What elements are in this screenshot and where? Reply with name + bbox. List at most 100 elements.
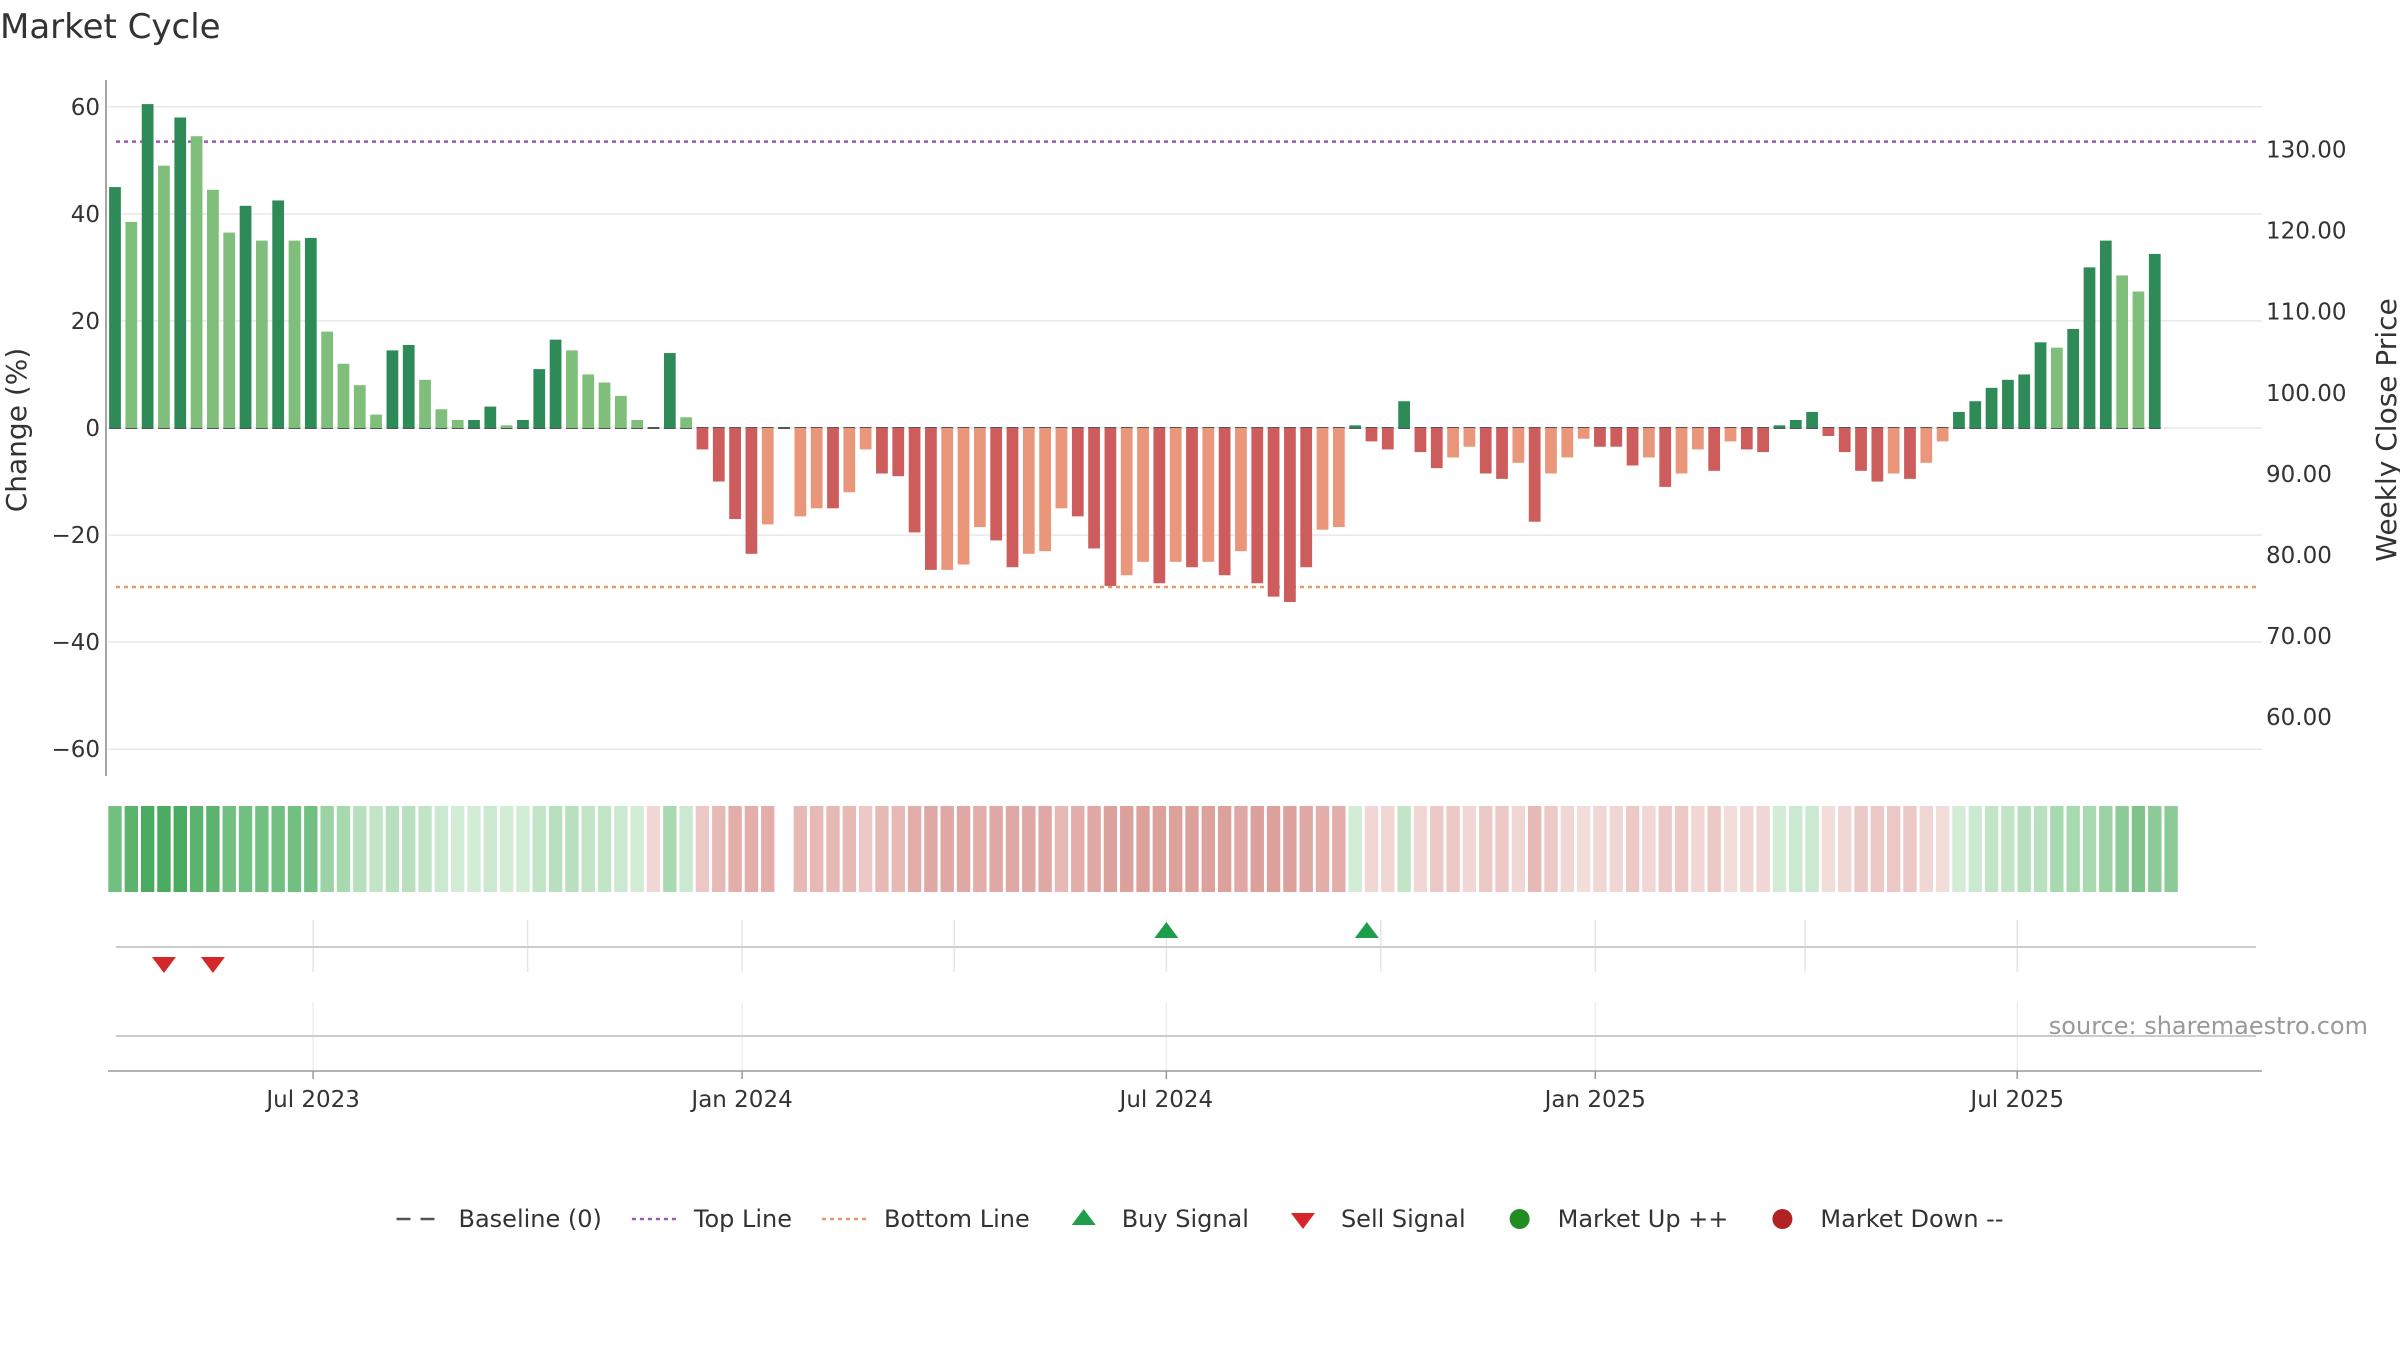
heat-cell <box>1707 806 1721 892</box>
heat-cell <box>875 806 889 892</box>
change-bar <box>500 425 513 428</box>
heat-cell <box>1495 806 1509 892</box>
heat-cell <box>1103 806 1118 892</box>
change-bar <box>1120 428 1133 576</box>
heat-cell <box>2017 806 2031 892</box>
change-bar <box>1626 428 1639 466</box>
change-bar <box>1643 428 1655 458</box>
x-tick-label: Jan 2025 <box>1543 1087 1646 1113</box>
buy-signal-marker <box>1354 922 1379 938</box>
heat-cell <box>940 806 954 892</box>
heat-cell <box>499 806 514 892</box>
x-tick-label: Jan 2024 <box>689 1087 792 1113</box>
change-bar <box>876 428 888 474</box>
change-bar <box>1953 411 1965 428</box>
heat-cell <box>2033 806 2048 892</box>
change-bar <box>1235 428 1247 552</box>
y-tick-label: 20 <box>71 309 100 335</box>
heat-cell <box>1185 806 1199 892</box>
heat-cell <box>989 806 1003 892</box>
change-bar <box>566 350 578 428</box>
sell-signal-marker <box>200 957 225 973</box>
heat-cell <box>1593 806 1607 892</box>
heat-cell <box>1022 806 1036 892</box>
change-bar <box>1088 428 1100 549</box>
heat-cell <box>189 806 204 892</box>
heat-cell <box>1446 806 1460 892</box>
legend-item: Buy Signal <box>1071 1205 1249 1233</box>
heat-cell <box>1723 806 1738 892</box>
y2-tick-label: 110.00 <box>2266 300 2346 326</box>
heat-cell <box>1740 806 1754 892</box>
heat-cell <box>581 806 595 892</box>
heat-cell <box>695 806 710 892</box>
sell-signal-marker <box>151 957 176 973</box>
y2-tick-label: 100.00 <box>2266 381 2346 407</box>
change-bar <box>1561 428 1574 458</box>
heat-cell <box>1903 806 1917 892</box>
change-bar <box>1691 428 1704 450</box>
chart-title: Market Cycle <box>0 7 221 47</box>
y2-tick-label: 120.00 <box>2266 219 2346 245</box>
change-bar <box>1218 428 1231 576</box>
heat-cell <box>614 806 628 892</box>
heat-cell <box>1674 806 1689 892</box>
legend-item: Market Down -- <box>1772 1205 2004 1233</box>
change-bar <box>1414 428 1427 453</box>
change-bar <box>2099 240 2112 428</box>
change-bar <box>990 428 1003 541</box>
legend-item: Top Line <box>631 1205 792 1233</box>
heat-cell <box>1168 806 1183 892</box>
heat-cell <box>1054 806 1069 892</box>
y-tick-label: −40 <box>51 630 100 656</box>
heat-cell <box>1266 806 1281 892</box>
change-bar <box>1757 428 1770 453</box>
legend-circle-icon <box>1509 1209 1530 1229</box>
change-bar <box>1202 428 1215 562</box>
heat-cell <box>2115 806 2129 892</box>
heat-cell <box>565 806 579 892</box>
heat-cell <box>744 806 759 892</box>
change-bar <box>1838 428 1851 453</box>
change-bar <box>435 409 448 428</box>
heat-cell <box>532 806 546 892</box>
y2-axis-label: Weekly Close Price <box>2370 298 2400 561</box>
y-tick-label: −20 <box>51 523 100 549</box>
change-bar <box>582 374 595 428</box>
change-bar <box>1153 428 1166 584</box>
x-axis: Jul 2023 Jan 2024 Jul 2024 Jan 2025 Jul 2025 <box>108 1070 2262 1113</box>
change-bar <box>272 200 285 428</box>
change-bar <box>1512 428 1525 463</box>
change-bar <box>1855 428 1867 471</box>
heat-cell <box>1381 806 1395 892</box>
heat-cell <box>2148 806 2162 892</box>
change-bar <box>239 205 252 428</box>
heat-cell <box>2050 806 2064 892</box>
heat-cell <box>271 806 285 892</box>
change-bar <box>190 136 203 428</box>
change-bar <box>533 369 546 428</box>
change-bar <box>1071 428 1084 517</box>
heat-cell <box>1642 806 1656 892</box>
change-bar <box>1479 428 1492 474</box>
heat-cell <box>712 806 726 892</box>
change-bar <box>1169 428 1182 562</box>
legend-circle-icon <box>1772 1209 1793 1229</box>
heat-cell <box>973 806 987 892</box>
legend-item: Market Up ++ <box>1509 1205 1729 1233</box>
change-bar <box>125 221 138 428</box>
legend-label: Top Line <box>693 1205 792 1233</box>
heat-cell <box>2164 806 2178 892</box>
heat-cell <box>2066 806 2080 892</box>
change-bar <box>598 382 611 428</box>
change-bar <box>353 385 366 428</box>
heat-cell <box>1413 806 1428 892</box>
heat-cell <box>1217 806 1232 892</box>
change-bar <box>1594 428 1606 447</box>
legend-label: Market Up ++ <box>1558 1205 1729 1233</box>
heat-cell <box>1984 806 1999 892</box>
change-bar <box>1904 428 1916 479</box>
heat-cell <box>1919 806 1934 892</box>
heat-cell <box>1625 806 1640 892</box>
change-bar <box>1969 401 1982 428</box>
